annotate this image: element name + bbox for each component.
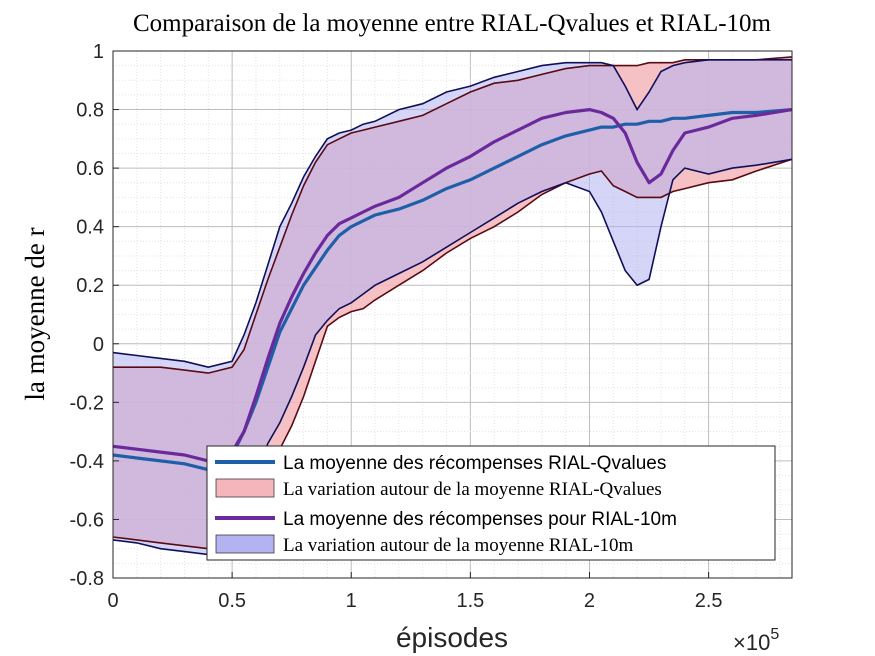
band-upper-edge-1 [112, 58, 792, 369]
axis-ticks: 0 0.5 1 1.5 2 2.5 -0.8 -0.6 -0.4 -0.2 0 0.2 0.4 0.6 0.… [70, 41, 723, 612]
y-tick-label: 0.4 [76, 217, 104, 239]
y-axis-label: la moyenne de r [20, 227, 50, 400]
y-tick-label: 0.6 [76, 158, 104, 180]
legend-label-qvalues-band: La variation autour de la moyenne RIAL-Q… [283, 479, 662, 500]
mean-lines [112, 107, 793, 472]
chart-title: Comparaison de la moyenne entre RIAL-Qva… [133, 10, 772, 37]
legend-swatch-qvalues-band [215, 478, 275, 498]
legend: La moyenne des récompenses RIAL-Qvalues … [206, 445, 776, 561]
legend-label-qvalues-mean: La moyenne des récompenses RIAL-Qvalues [283, 453, 666, 474]
x-tick-label: 0.5 [218, 590, 246, 612]
x-axis-label: épisodes [396, 622, 508, 653]
band-upper-edge-0 [113, 56, 793, 374]
band-area-1 [113, 59, 792, 555]
x-axis-multiplier-base: ×10 [733, 630, 770, 655]
mean-line-1 [112, 107, 793, 463]
x-tick-label: 0 [107, 590, 118, 612]
legend-label-10m-band: La variation autour de la moyenne RIAL-1… [283, 535, 634, 556]
y-tick-label: -0.8 [70, 568, 104, 590]
legend-box [206, 445, 776, 561]
y-tick-label: 0.2 [76, 275, 104, 297]
x-tick-label: 2.5 [695, 590, 723, 612]
y-tick-label: 0.8 [76, 100, 104, 122]
y-tick-label: -0.2 [70, 392, 104, 414]
x-tick-label: 1.5 [456, 590, 484, 612]
legend-swatch-10m-band [215, 534, 275, 554]
legend-label-10m-mean: La moyenne des récompenses pour RIAL-10m [283, 509, 677, 530]
x-tick-label: 1 [346, 590, 357, 612]
y-tick-label: 0 [93, 334, 104, 356]
y-tick-label: -0.6 [70, 509, 104, 531]
y-tick-label: 1 [93, 41, 104, 63]
y-tick-label: -0.4 [70, 451, 104, 473]
x-tick-label: 2 [584, 590, 595, 612]
x-axis-multiplier: ×105 [733, 626, 779, 655]
plot-frame [112, 50, 793, 579]
x-axis-multiplier-exponent: 5 [770, 626, 779, 643]
